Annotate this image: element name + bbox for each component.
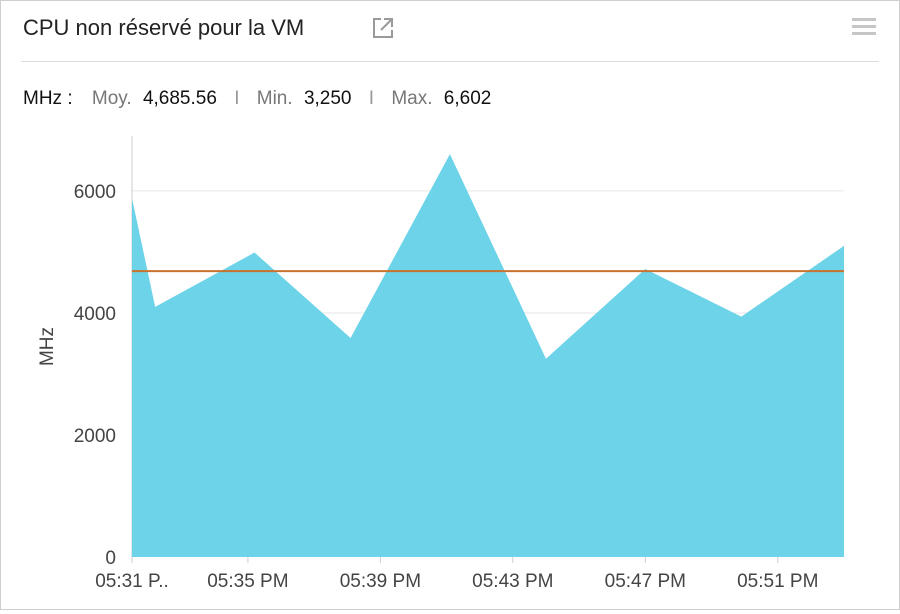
avg-label: Moy. xyxy=(91,88,132,109)
y-tick-label: 0 xyxy=(105,548,116,569)
min-label: Min. xyxy=(256,88,293,109)
stats-separator: I xyxy=(368,88,375,109)
widget-title: CPU non réservé pour la VM xyxy=(23,15,305,40)
x-tick-label: 05:31 P.. xyxy=(95,571,169,592)
hamburger-menu-icon[interactable] xyxy=(852,17,876,37)
max-label: Max. xyxy=(391,88,433,109)
x-tick-label: 05:47 PM xyxy=(605,571,686,592)
stats-unit-label: MHz : xyxy=(23,88,73,109)
y-axis-label: MHz xyxy=(37,327,58,366)
max-value: 6,602 xyxy=(443,88,492,109)
x-tick-label: 05:43 PM xyxy=(472,571,553,592)
y-tick-label: 6000 xyxy=(74,182,116,203)
chart-area[interactable]: 0 2000 4000 6000 05:31 P.. 05:35 PM 05:39 PM 05… xyxy=(1,121,899,609)
stats-summary: MHz : Moy. 4,685.56 I Min. 3,250 I Max. … xyxy=(23,88,491,110)
external-link-icon[interactable] xyxy=(372,17,394,39)
chart-svg[interactable]: 0 2000 4000 6000 05:31 P.. 05:35 PM 05:39 PM 05… xyxy=(1,121,899,609)
x-tick-label: 05:35 PM xyxy=(207,571,288,592)
series-area xyxy=(132,154,844,557)
avg-value: 4,685.56 xyxy=(142,88,217,109)
min-value: 3,250 xyxy=(303,88,352,109)
x-tick-label: 05:51 PM xyxy=(737,571,818,592)
y-tick-label: 2000 xyxy=(74,426,116,447)
stats-separator: I xyxy=(234,88,240,109)
widget-header: CPU non réservé pour la VM xyxy=(1,1,899,61)
header-divider xyxy=(21,61,879,62)
y-tick-label: 4000 xyxy=(74,304,116,325)
x-tick-label: 05:39 PM xyxy=(340,571,421,592)
